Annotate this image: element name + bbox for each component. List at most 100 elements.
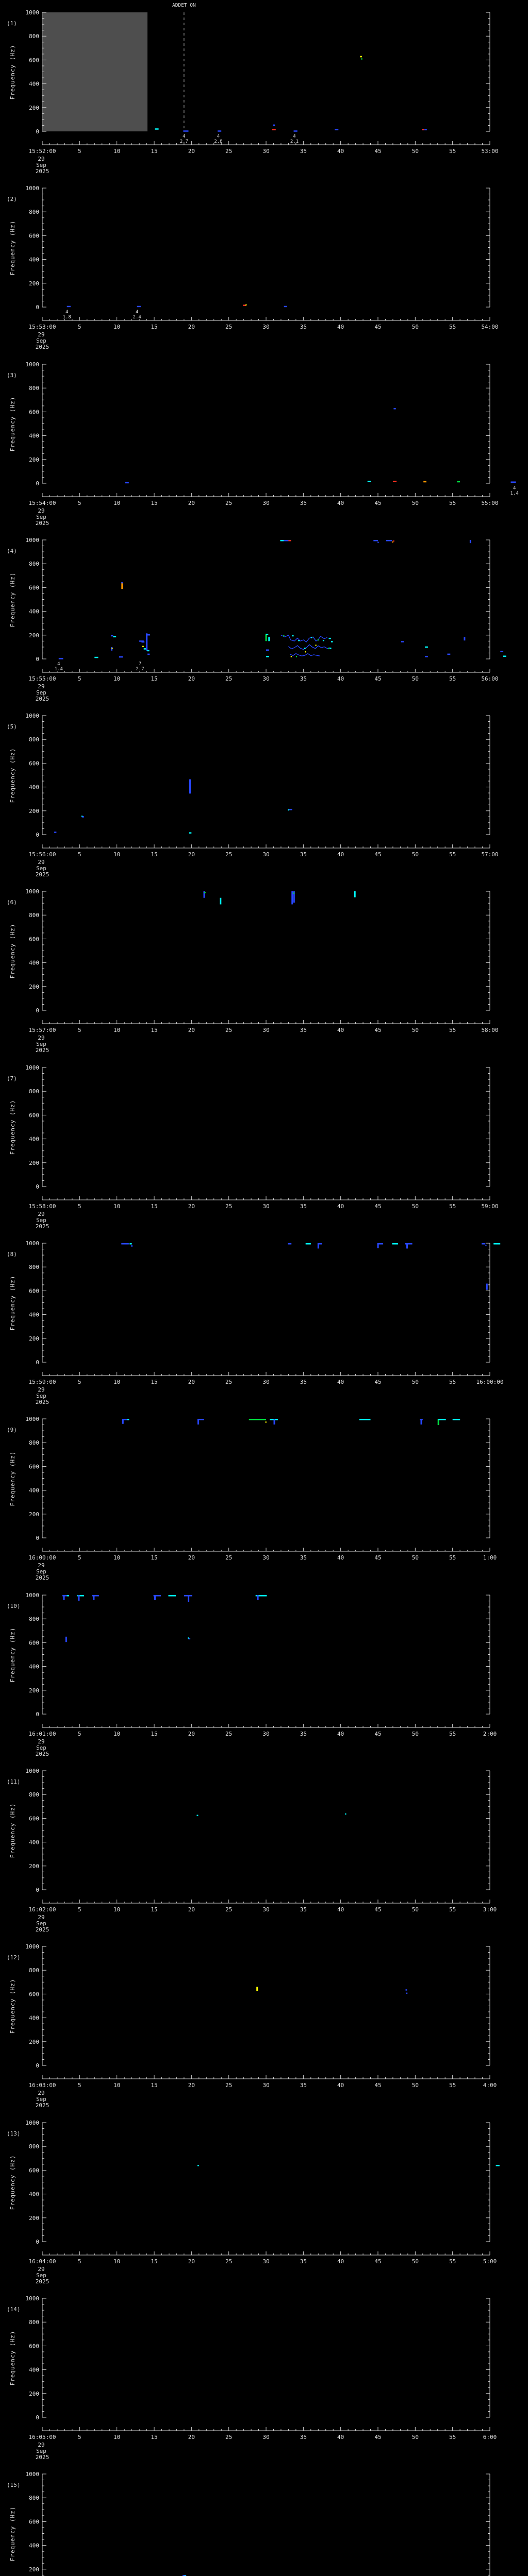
event-mark [63, 1595, 65, 1600]
event-mark [328, 648, 329, 649]
x-tick-label: 5 [78, 675, 81, 682]
event-mark [386, 540, 392, 541]
x-tick-label: 40 [337, 1027, 344, 1033]
event-mark [184, 2575, 186, 2576]
date-day-label: 29 [38, 1035, 44, 1041]
y-tick-label: 600 [29, 1463, 39, 1470]
event-layer [256, 1987, 408, 1994]
x-tick-label: 20 [188, 1379, 195, 1385]
annotation-count: 4 [293, 134, 295, 139]
date-month-label: Sep [36, 1744, 46, 1751]
x-tick-label: 35 [300, 1027, 307, 1033]
event-mark [304, 648, 306, 649]
event-mark [273, 124, 275, 126]
y-axis-title: Frequency (Hz) [9, 1803, 16, 1858]
event-mark [81, 816, 83, 817]
y-tick-label: 400 [29, 1136, 39, 1143]
annotation-value: 1.4 [55, 667, 63, 672]
y-axis-title: Frequency (Hz) [9, 1628, 16, 1683]
y-tick-label: 800 [29, 2495, 39, 2501]
y-tick-label: 400 [29, 960, 39, 967]
annotation-value: 1.4 [510, 491, 519, 496]
date-month-label: Sep [36, 162, 46, 168]
x-tick-label: 5 [78, 1379, 81, 1385]
event-mark [284, 306, 287, 308]
x-tick-label: 30 [262, 2082, 269, 2089]
event-mark [81, 816, 84, 818]
event-mark [266, 656, 269, 657]
annotation-count: 4 [183, 134, 185, 139]
y-tick-label: 600 [29, 1112, 39, 1118]
y-tick-label: 1000 [26, 1943, 40, 1950]
event-mark [54, 832, 57, 833]
event-mark [305, 651, 306, 653]
event-mark [424, 129, 427, 130]
axes [42, 364, 490, 497]
date-month-label: Sep [36, 689, 46, 696]
event-mark [315, 645, 317, 646]
event-mark [361, 58, 362, 60]
y-tick-label: 600 [29, 2167, 39, 2174]
x-tick-label: 20 [188, 2082, 195, 2089]
y-tick-label: 800 [29, 1439, 39, 1446]
x-tick-label: 10 [113, 1379, 120, 1385]
y-tick-label: 200 [29, 984, 39, 990]
x-end-label: 5:00 [483, 2258, 497, 2265]
x-tick-label: 15 [151, 1379, 157, 1385]
x-tick-label: 25 [225, 2434, 232, 2441]
annotation-value: 1.8 [63, 315, 71, 320]
y-tick-label: 1000 [26, 2295, 40, 2302]
event-mark [197, 1419, 199, 1425]
x-tick-label: 15 [151, 675, 157, 682]
y-tick-label: 200 [29, 105, 39, 111]
y-axis-title: Frequency (Hz) [9, 924, 16, 979]
x-tick-label: 40 [337, 1203, 344, 1210]
event-layer [121, 1243, 501, 1290]
x-tick-label: 50 [412, 1554, 419, 1561]
date-day-label: 29 [38, 1386, 44, 1393]
date-year-label: 2025 [36, 2278, 50, 2285]
y-tick-label: 200 [29, 2039, 39, 2045]
x-start-label: 16:03:00 [29, 2082, 56, 2089]
event-mark [280, 540, 284, 541]
event-mark [292, 635, 294, 637]
event-mark [265, 1421, 267, 1423]
date-day-label: 29 [38, 1562, 44, 1569]
date-month-label: Sep [36, 1393, 46, 1399]
event-trace [290, 653, 320, 656]
axes [42, 188, 490, 321]
panel-index-label: (10) [7, 1603, 21, 1609]
x-tick-label: 25 [225, 2082, 232, 2089]
x-tick-label: 5 [78, 2082, 81, 2089]
event-mark [289, 809, 292, 810]
y-tick-label: 600 [29, 584, 39, 591]
event-mark [67, 306, 71, 308]
event-mark [493, 1243, 501, 1245]
x-tick-label: 55 [449, 1027, 456, 1033]
event-mark [111, 648, 113, 649]
date-year-label: 2025 [36, 871, 50, 878]
event-mark [121, 582, 123, 589]
x-tick-label: 15 [151, 851, 157, 858]
x-end-label: 1:00 [483, 1554, 497, 1561]
panel-index-label: (14) [7, 2306, 21, 2313]
y-tick-label: 400 [29, 1839, 39, 1846]
annotation-count: 7 [139, 662, 141, 667]
x-tick-label: 25 [225, 675, 232, 682]
x-tick-label: 30 [262, 1554, 269, 1561]
event-layer [155, 56, 427, 132]
x-tick-label: 25 [225, 148, 232, 155]
x-tick-label: 50 [412, 1731, 419, 1737]
event-layer [197, 2165, 500, 2166]
panel-index-label: (5) [7, 723, 17, 730]
event-mark [92, 1595, 99, 1597]
x-start-label: 15:54:00 [29, 500, 56, 506]
x-tick-label: 45 [374, 2258, 381, 2265]
event-mark [243, 304, 246, 306]
